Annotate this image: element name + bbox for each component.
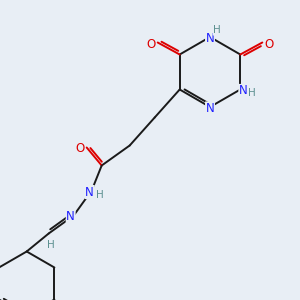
Text: H: H [248, 88, 256, 98]
Text: N: N [85, 185, 94, 199]
Text: N: N [206, 102, 214, 115]
Text: N: N [66, 211, 75, 224]
Text: H: H [47, 239, 55, 250]
Text: O: O [75, 142, 84, 155]
Text: O: O [265, 38, 274, 50]
Text: H: H [96, 190, 104, 200]
Text: O: O [146, 38, 155, 50]
Text: N: N [206, 32, 214, 45]
Text: H: H [213, 25, 221, 35]
Text: N: N [239, 85, 248, 98]
